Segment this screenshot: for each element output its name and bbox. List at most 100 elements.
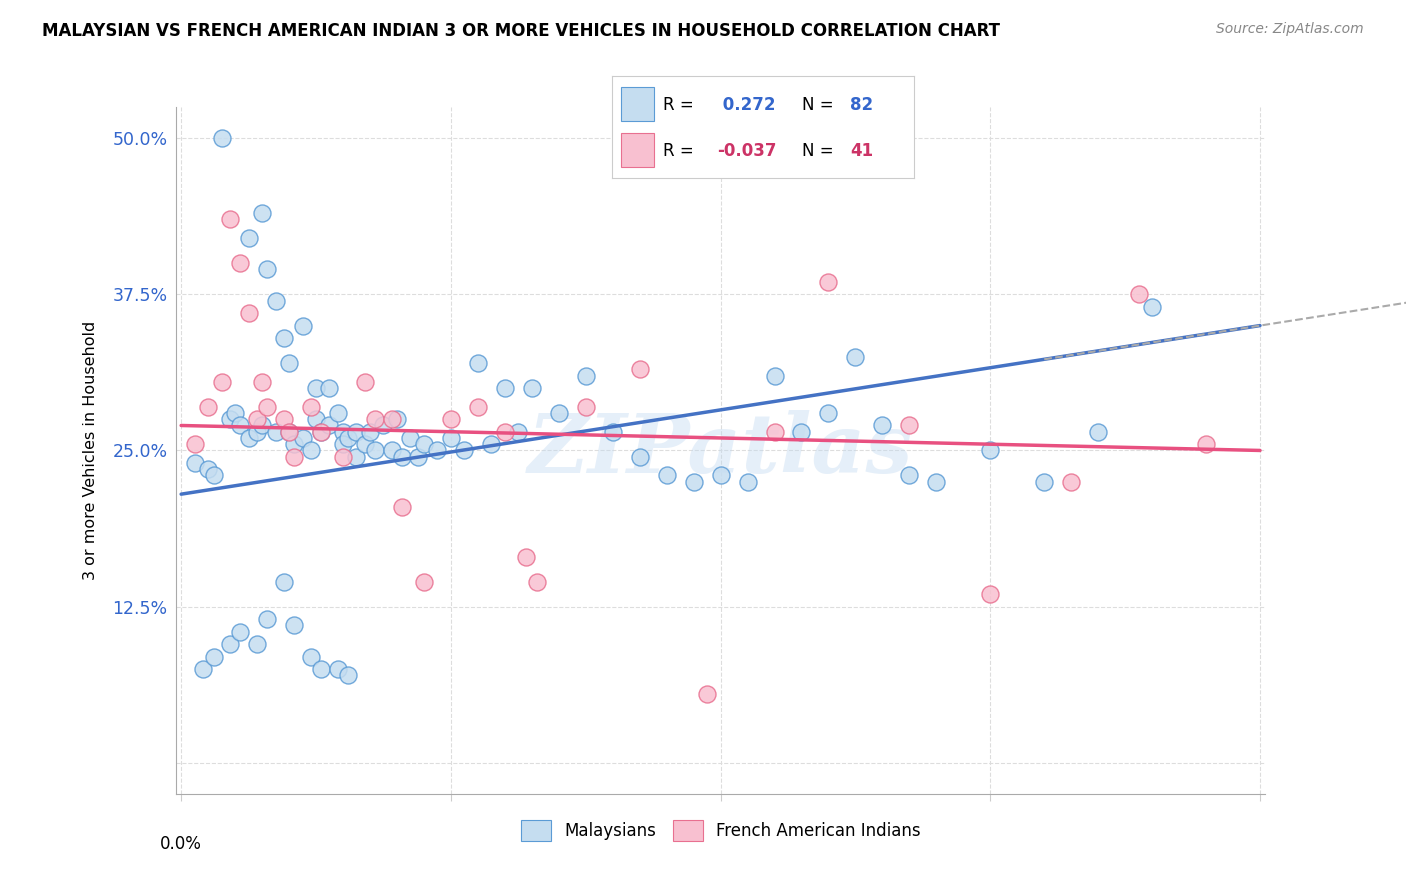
Point xyxy=(283,618,305,632)
Point xyxy=(246,425,269,439)
Point xyxy=(467,356,489,370)
Point xyxy=(979,443,1001,458)
Point xyxy=(256,400,278,414)
Point xyxy=(197,462,219,476)
Text: 41: 41 xyxy=(851,142,873,160)
Point xyxy=(218,637,240,651)
Point xyxy=(353,375,375,389)
Point xyxy=(218,212,240,227)
Point xyxy=(359,425,381,439)
Point xyxy=(291,318,314,333)
Point xyxy=(273,412,295,426)
Bar xyxy=(620,133,654,167)
Point xyxy=(763,425,786,439)
Point xyxy=(346,450,368,464)
Text: N =: N = xyxy=(801,95,839,113)
Point xyxy=(373,418,395,433)
Point xyxy=(655,468,678,483)
Point xyxy=(1033,475,1056,489)
Point xyxy=(311,662,333,676)
Point xyxy=(218,412,240,426)
Point xyxy=(183,456,205,470)
Point xyxy=(250,418,273,433)
Point xyxy=(385,412,408,426)
Point xyxy=(1128,287,1150,301)
Point xyxy=(494,381,516,395)
Point xyxy=(1195,437,1218,451)
Bar xyxy=(620,87,654,121)
Point xyxy=(283,450,305,464)
Point xyxy=(508,425,530,439)
Point xyxy=(682,475,704,489)
Point xyxy=(628,450,651,464)
Point xyxy=(211,131,233,145)
Point xyxy=(202,649,225,664)
Point xyxy=(264,293,287,308)
Point xyxy=(494,425,516,439)
Point xyxy=(256,262,278,277)
Point xyxy=(191,662,214,676)
Point xyxy=(520,381,543,395)
Point xyxy=(898,468,921,483)
Point xyxy=(364,412,387,426)
Point xyxy=(238,431,260,445)
Point xyxy=(575,368,598,383)
Text: MALAYSIAN VS FRENCH AMERICAN INDIAN 3 OR MORE VEHICLES IN HOUSEHOLD CORRELATION : MALAYSIAN VS FRENCH AMERICAN INDIAN 3 OR… xyxy=(42,22,1000,40)
Point xyxy=(273,331,295,345)
Point xyxy=(453,443,475,458)
Point xyxy=(238,231,260,245)
Point xyxy=(426,443,449,458)
Point xyxy=(979,587,1001,601)
Point xyxy=(467,400,489,414)
Point xyxy=(211,375,233,389)
Point xyxy=(318,418,340,433)
Point xyxy=(183,437,205,451)
Point xyxy=(246,637,269,651)
Point xyxy=(575,400,598,414)
Text: Source: ZipAtlas.com: Source: ZipAtlas.com xyxy=(1216,22,1364,37)
Point xyxy=(332,437,354,451)
Text: R =: R = xyxy=(664,142,699,160)
Point xyxy=(299,443,322,458)
Point xyxy=(898,418,921,433)
Text: ZIPatlas: ZIPatlas xyxy=(527,410,914,491)
Point xyxy=(311,425,333,439)
Point xyxy=(628,362,651,376)
Point xyxy=(197,400,219,414)
Point xyxy=(412,574,434,589)
Text: 0.0%: 0.0% xyxy=(160,835,202,853)
Point xyxy=(299,649,322,664)
Point xyxy=(737,475,759,489)
Point xyxy=(1140,300,1163,314)
Point xyxy=(256,612,278,626)
Point xyxy=(291,431,314,445)
Point xyxy=(515,549,537,564)
Point xyxy=(440,412,463,426)
Point xyxy=(1087,425,1109,439)
Point xyxy=(790,425,813,439)
Y-axis label: 3 or more Vehicles in Household: 3 or more Vehicles in Household xyxy=(83,321,98,580)
Point xyxy=(278,425,301,439)
Text: 82: 82 xyxy=(851,95,873,113)
Point xyxy=(305,412,328,426)
Text: -0.037: -0.037 xyxy=(717,142,778,160)
Point xyxy=(229,418,252,433)
Point xyxy=(380,412,402,426)
Point xyxy=(238,306,260,320)
Point xyxy=(283,437,305,451)
Point xyxy=(440,431,463,445)
Point xyxy=(353,437,375,451)
Text: 0.272: 0.272 xyxy=(717,95,776,113)
Point xyxy=(337,668,360,682)
Point xyxy=(547,406,569,420)
Point xyxy=(202,468,225,483)
Point xyxy=(817,275,839,289)
Point xyxy=(264,425,287,439)
Point xyxy=(332,425,354,439)
Point xyxy=(817,406,839,420)
Point xyxy=(602,425,624,439)
Point xyxy=(246,412,269,426)
Point xyxy=(391,500,413,514)
Point xyxy=(710,468,733,483)
Point xyxy=(337,431,360,445)
